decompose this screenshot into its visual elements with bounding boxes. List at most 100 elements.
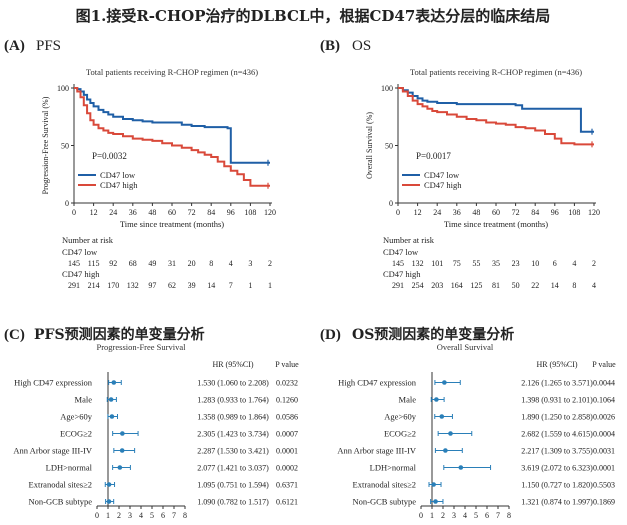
hr-point <box>458 465 464 470</box>
x-tick-label: 12 <box>414 208 422 217</box>
y-tick-label: 100 <box>57 84 69 93</box>
x-tick-label: 48 <box>148 208 156 217</box>
forest-x-tick-label: 3 <box>128 511 132 520</box>
x-axis-label: Time since treatment (months) <box>444 219 548 229</box>
x-tick-label: 72 <box>188 208 196 217</box>
km-curve-cd47-low <box>74 87 270 164</box>
p-value-cell: 0.6121 <box>276 498 298 507</box>
y-tick-label: 100 <box>381 84 393 93</box>
hr-value: 2.682 (1.559 to 4.615) <box>521 430 593 439</box>
x-tick-label: 108 <box>244 208 256 217</box>
chart-title: Total patients receiving R-CHOP regimen … <box>410 67 582 77</box>
hr-value: 2.305 (1.423 to 3.734) <box>197 430 269 439</box>
risk-count: 170 <box>107 281 119 290</box>
row-label: ECOG≥2 <box>384 429 416 439</box>
p-value-cell: 0.1064 <box>593 396 615 405</box>
forest-x-tick-label: 8 <box>183 511 187 520</box>
p-value-cell: 0.0001 <box>276 447 298 456</box>
panel-b-name: OS <box>352 38 371 54</box>
hr-value: 1.358 (0.989 to 1.864) <box>197 413 269 422</box>
row-label: Age>60y <box>384 412 416 422</box>
risk-count: 1 <box>268 281 272 290</box>
x-tick-label: 84 <box>531 208 539 217</box>
hr-point <box>117 465 123 470</box>
forest-x-tick-label: 2 <box>441 511 445 520</box>
risk-count: 20 <box>188 259 196 268</box>
risk-count: 203 <box>431 281 443 290</box>
hr-point <box>443 448 448 453</box>
panel-a-tag: (A) <box>4 38 25 54</box>
hr-value: 2.287 (1.530 to 3.421) <box>197 447 269 456</box>
hr-point <box>448 431 453 436</box>
risk-count: 75 <box>453 259 461 268</box>
forest-plot-os: Overall Survival HR (95%CI) P value 0 1 2 3 4 5 6… <box>337 342 616 520</box>
risk-count: 164 <box>451 281 463 290</box>
hr-point <box>439 414 445 419</box>
forest-x-tick-label: 3 <box>452 511 456 520</box>
hr-value: 1.321 (0.874 to 1.997) <box>521 498 593 507</box>
forest-x-tick-label: 4 <box>139 511 143 520</box>
risk-header: Number at risk <box>62 235 114 245</box>
risk-count: 39 <box>188 281 196 290</box>
panel-d-name: OS预测因素的单变量分析 <box>352 326 514 343</box>
p-value-cell: 0.0004 <box>593 430 615 439</box>
risk-count: 92 <box>109 259 117 268</box>
legend-label: CD47 high <box>100 180 138 190</box>
forest-x-tick-label: 7 <box>496 511 500 520</box>
x-tick-label: 60 <box>168 208 176 217</box>
risk-group-label: CD47 low <box>383 247 419 257</box>
panel-b-header: (B) OS <box>320 38 371 54</box>
y-tick-label: 50 <box>385 142 393 151</box>
forest-x-tick-label: 6 <box>485 511 489 520</box>
risk-count: 10 <box>531 259 539 268</box>
chart-title: Total patients receiving R-CHOP regimen … <box>86 67 258 77</box>
km-chart-pfs: Total patients receiving R-CHOP regimen … <box>41 67 276 290</box>
km-curve-cd47-low <box>398 87 594 133</box>
forest-x-tick-label: 8 <box>507 511 511 520</box>
km-curve-cd47-high <box>74 87 270 187</box>
column-header-p: P value <box>275 360 299 369</box>
risk-count: 14 <box>207 281 215 290</box>
p-value-cell: 0.0026 <box>593 413 615 422</box>
y-tick-label: 0 <box>65 199 69 208</box>
hr-value: 2.126 (1.265 to 3.571) <box>521 379 593 388</box>
risk-count: 214 <box>88 281 100 290</box>
figure-title: 图1.接受R-CHOP治疗的DLBCL中，根据CD47表达分层的临床结局 <box>76 7 551 25</box>
x-tick-label: 84 <box>207 208 215 217</box>
row-label: LDH>normal <box>46 463 93 473</box>
panel-a-name: PFS <box>36 38 61 54</box>
panel-c-tag: (C) <box>4 327 25 343</box>
risk-count: 132 <box>412 259 424 268</box>
risk-count: 132 <box>127 281 139 290</box>
x-tick-label: 120 <box>264 208 276 217</box>
x-tick-label: 120 <box>588 208 600 217</box>
row-label: Non-GCB subtype <box>28 497 92 507</box>
panel-c-header: (C) PFS预测因素的单变量分析 <box>4 326 205 343</box>
forest-title: Progression-Free Survival <box>96 342 186 352</box>
hr-value: 1.090 (0.782 to 1.517) <box>197 498 269 507</box>
hr-point <box>119 448 125 453</box>
risk-count: 81 <box>492 281 500 290</box>
p-value-cell: 0.1260 <box>276 396 298 405</box>
hr-point <box>434 397 439 402</box>
hr-value: 1.150 (0.727 to 1.820) <box>521 481 593 490</box>
km-chart-os: Total patients receiving R-CHOP regimen … <box>365 67 600 290</box>
p-value-cell: 0.0586 <box>276 413 298 422</box>
forest-x-tick-label: 6 <box>161 511 165 520</box>
x-tick-label: 24 <box>109 208 117 217</box>
forest-x-tick-label: 5 <box>474 511 478 520</box>
row-label: ECOG≥2 <box>60 429 92 439</box>
row-label: High CD47 expression <box>14 378 93 388</box>
risk-header: Number at risk <box>383 235 435 245</box>
risk-count: 145 <box>392 259 404 268</box>
x-tick-label: 48 <box>472 208 480 217</box>
km-curve-cd47-high <box>398 87 594 146</box>
risk-count: 145 <box>68 259 80 268</box>
y-tick-label: 0 <box>389 199 393 208</box>
hr-point <box>431 482 436 487</box>
x-tick-label: 96 <box>227 208 235 217</box>
risk-count: 68 <box>129 259 137 268</box>
x-tick-label: 60 <box>492 208 500 217</box>
p-value-cell: 0.0001 <box>593 464 615 473</box>
